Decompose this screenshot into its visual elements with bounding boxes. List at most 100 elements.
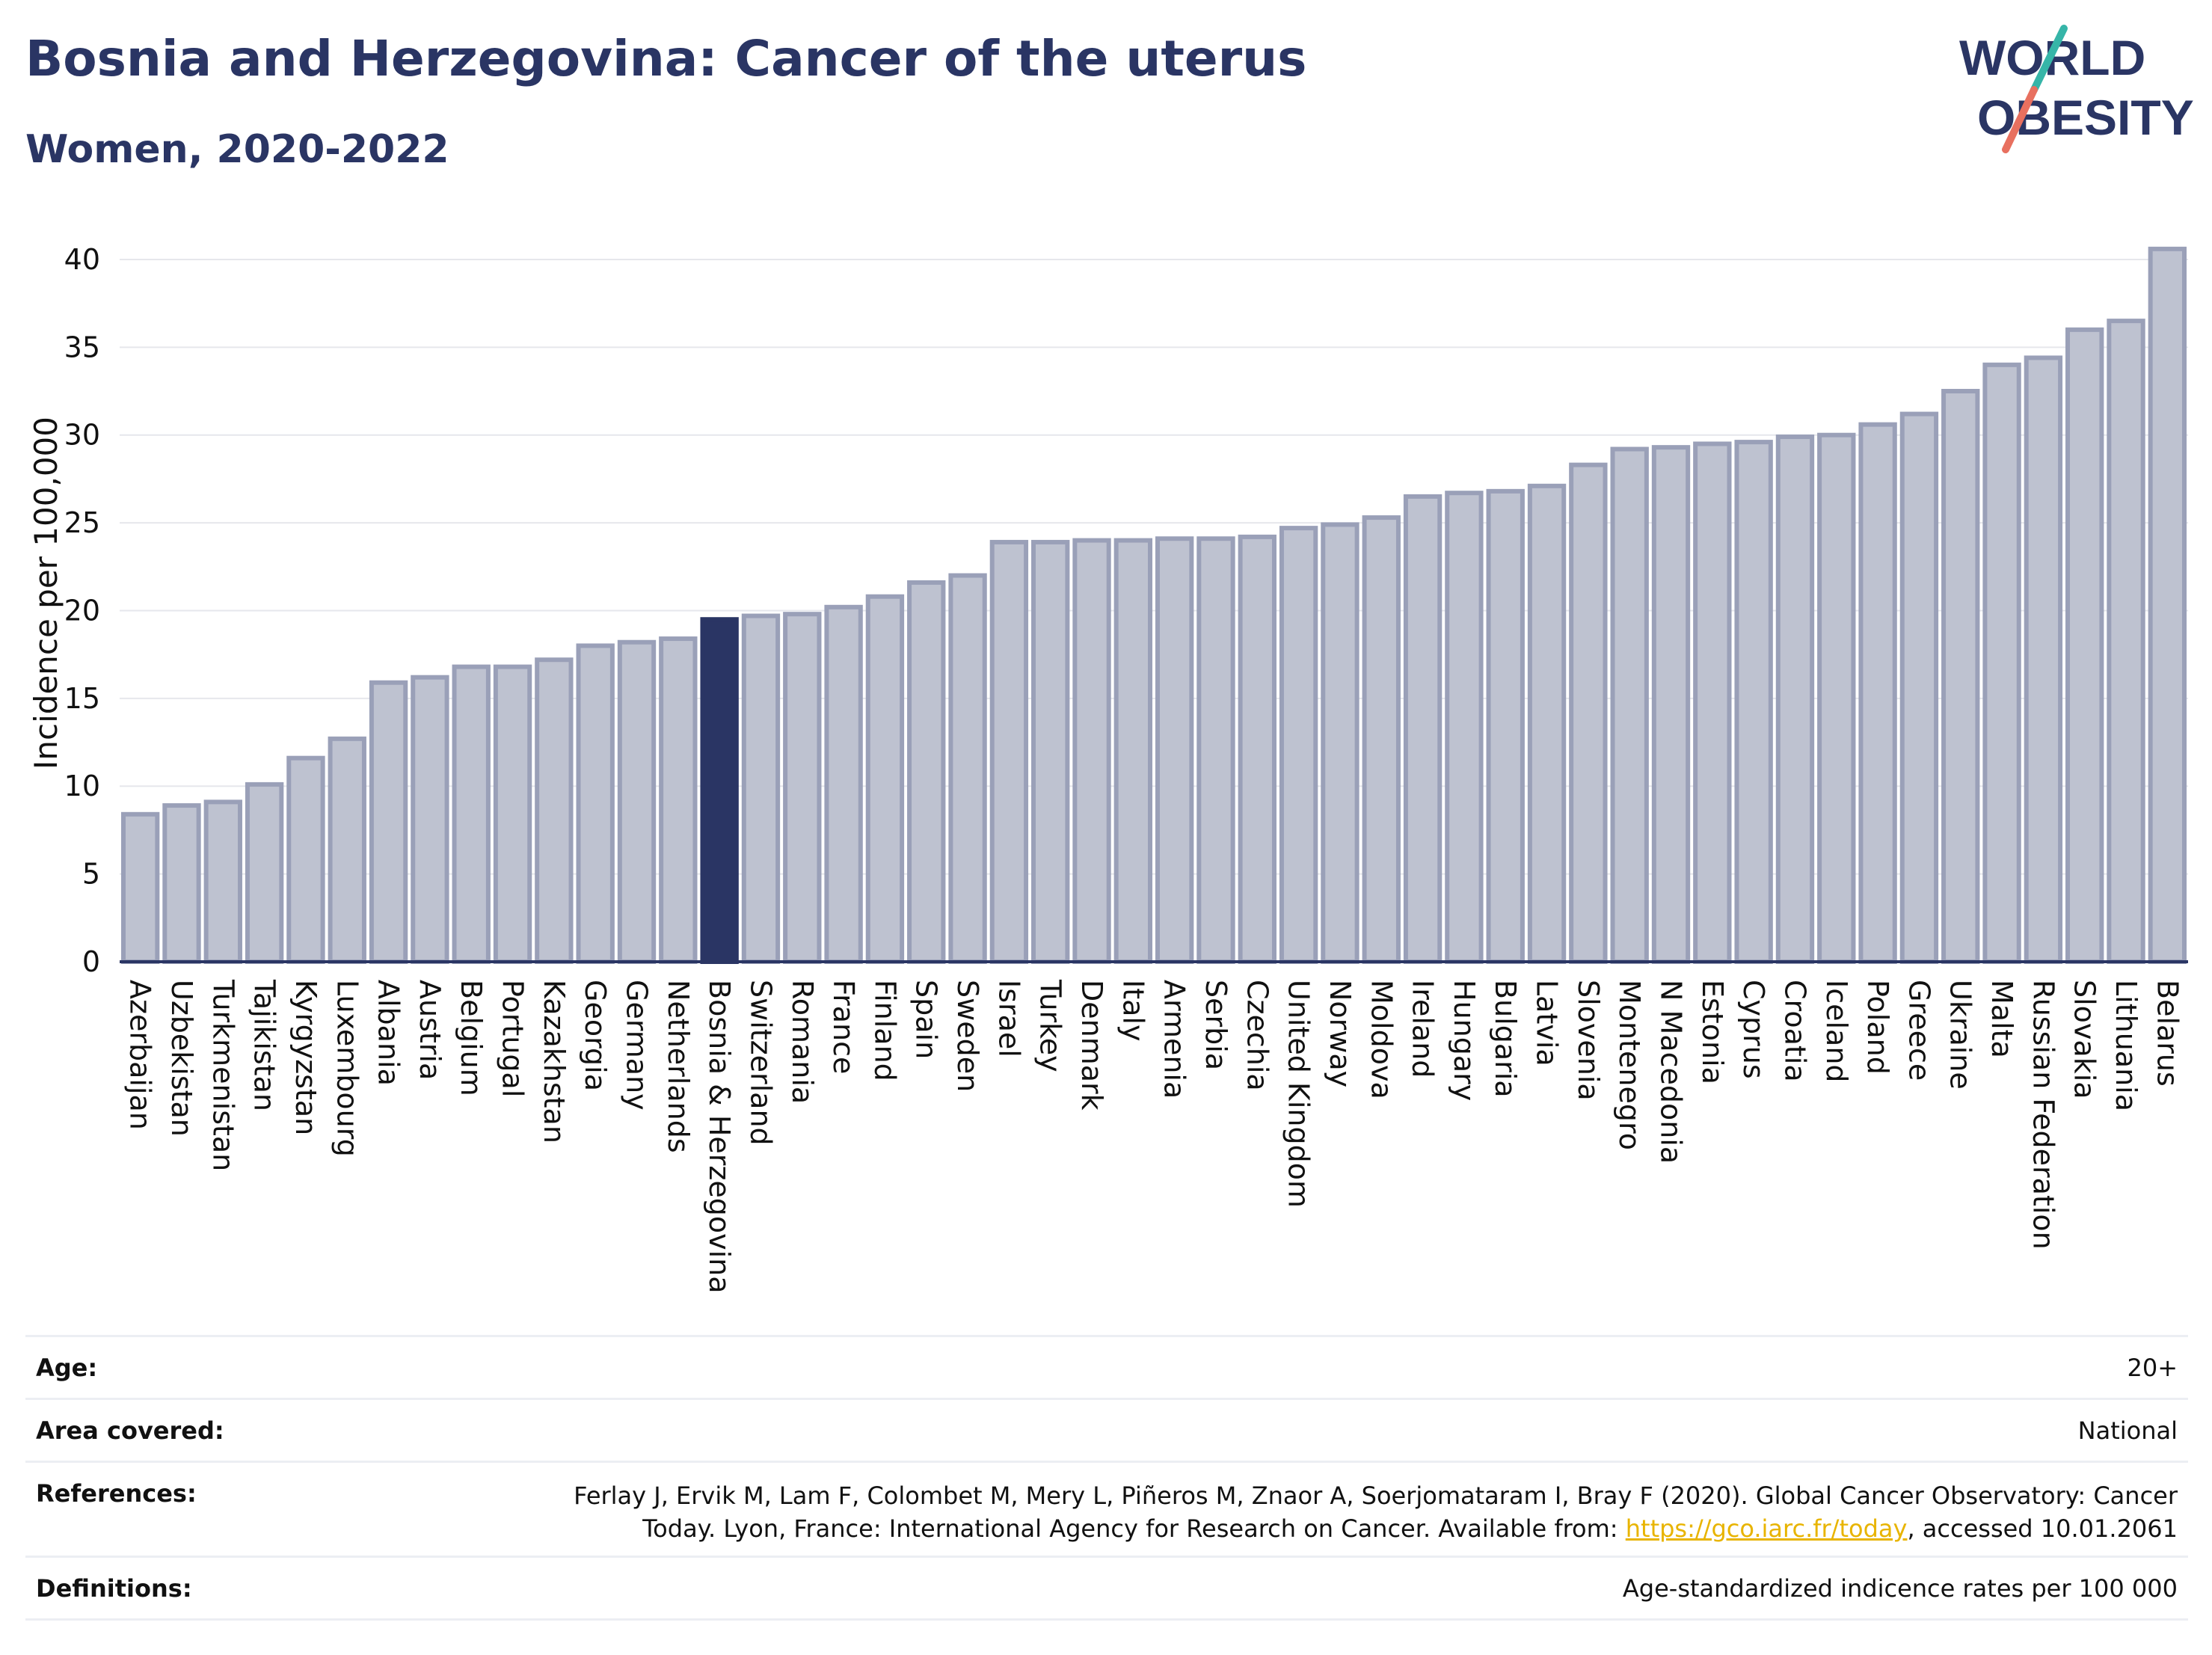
age-label: Age: [36, 1354, 98, 1382]
bar-luxembourg[interactable] [328, 736, 366, 964]
x-tick-label: Armenia [1158, 980, 1191, 1099]
bar-germany[interactable] [617, 639, 657, 964]
bar-turkmenistan[interactable] [203, 799, 242, 965]
y-axis-label: Incidence per 100,000 [28, 417, 64, 770]
bar-latvia[interactable] [1527, 483, 1567, 964]
bar-slovenia[interactable] [1569, 462, 1608, 964]
bar-finland[interactable] [865, 594, 905, 964]
bar-serbia[interactable] [1196, 536, 1235, 964]
x-tick-label: Serbia [1199, 980, 1232, 1070]
bar-netherlands[interactable] [659, 636, 698, 964]
bar-uzbekistan[interactable] [162, 803, 201, 964]
x-tick-label: Poland [1861, 980, 1894, 1075]
x-tick-label: France [827, 980, 860, 1074]
bar-bulgaria[interactable] [1486, 488, 1525, 964]
x-tick-label: Estonia [1696, 980, 1729, 1084]
x-tick-label: Russian Federation [2027, 980, 2059, 1250]
y-tick-label: 20 [64, 594, 100, 627]
bar-ireland[interactable] [1403, 494, 1443, 964]
x-tick-label: Cyprus [1737, 980, 1770, 1079]
references-label: References: [36, 1479, 197, 1508]
area-value: National [2077, 1416, 2178, 1445]
area-label: Area covered: [36, 1416, 224, 1445]
bar-belarus[interactable] [2148, 246, 2187, 965]
bar-kazakhstan[interactable] [535, 657, 574, 964]
x-tick-label: Malta [1985, 980, 2018, 1058]
bar-greece[interactable] [1899, 411, 1939, 964]
x-tick-label: Sweden [951, 980, 984, 1092]
bar-kyrgyzstan[interactable] [286, 755, 325, 965]
meta-row-age: Age: 20+ [25, 1337, 2188, 1400]
x-tick-label: Luxembourg [331, 980, 363, 1157]
bar-cyprus[interactable] [1734, 440, 1773, 964]
bar-romania[interactable] [783, 612, 822, 965]
world-obesity-logo: WORLD OBESITY [1959, 25, 2194, 153]
y-tick-label: 30 [64, 419, 100, 452]
bar-switzerland[interactable] [741, 613, 781, 964]
bar-poland[interactable] [1858, 422, 1897, 964]
x-tick-label: Kazakhstan [538, 980, 571, 1143]
y-tick-label: 0 [82, 945, 100, 978]
x-tick-label: United Kingdom [1282, 980, 1315, 1208]
y-tick-label: 35 [64, 331, 100, 363]
x-tick-label: Israel [992, 980, 1025, 1057]
bar-moldova[interactable] [1362, 515, 1401, 964]
references-line1: Ferlay J, Ervik M, Lam F, Colombet M, Me… [574, 1481, 2178, 1510]
x-tick-label: Netherlands [662, 980, 695, 1153]
x-tick-label: Norway [1324, 980, 1357, 1087]
bar-georgia[interactable] [576, 643, 615, 965]
bar-iceland[interactable] [1817, 432, 1856, 964]
bar-belgium[interactable] [452, 664, 491, 964]
y-tick-label: 40 [64, 243, 100, 276]
x-tick-label: Azerbaijan [124, 980, 157, 1130]
x-tick-label: Slovenia [1572, 980, 1605, 1101]
x-tick-label: Lithuania [2110, 980, 2142, 1111]
references-value: Ferlay J, Ervik M, Lam F, Colombet M, Me… [574, 1479, 2178, 1545]
references-link[interactable]: https://gco.iarc.fr/today [1625, 1514, 1908, 1543]
y-tick-label: 10 [64, 770, 100, 802]
references-line2-post: , accessed 10.01.2061 [1907, 1514, 2178, 1543]
bar-austria[interactable] [411, 675, 449, 965]
bar-slovakia[interactable] [2065, 327, 2104, 965]
meta-row-area: Area covered: National [25, 1400, 2188, 1463]
bar-denmark[interactable] [1072, 538, 1111, 964]
x-tick-label: Montenegro [1613, 980, 1646, 1150]
x-tick-label: Hungary [1448, 980, 1481, 1101]
x-tick-label: Austria [414, 980, 446, 1080]
bar-montenegro[interactable] [1610, 446, 1649, 964]
bar-estonia[interactable] [1693, 441, 1732, 964]
meta-row-definitions: Definitions: Age-standardized indicence … [25, 1558, 2188, 1621]
bar-albania[interactable] [369, 680, 408, 964]
bar-malta[interactable] [1982, 362, 2021, 964]
bar-united-kingdom[interactable] [1279, 526, 1318, 964]
bar-sweden[interactable] [948, 573, 987, 964]
bar-hungary[interactable] [1445, 491, 1484, 964]
x-tick-label: Greece [1902, 980, 1935, 1081]
bar-azerbaijan[interactable] [120, 811, 160, 965]
bar-france[interactable] [824, 604, 863, 964]
bar-croatia[interactable] [1775, 435, 1815, 964]
bar-ukraine[interactable] [1941, 389, 1980, 964]
bar-portugal[interactable] [493, 664, 532, 964]
bar-italy[interactable] [1113, 538, 1153, 964]
bar-spain[interactable] [907, 580, 946, 965]
x-tick-label: Uzbekistan [165, 980, 198, 1137]
bar-armenia[interactable] [1155, 536, 1194, 964]
x-tick-label: Belarus [2151, 980, 2184, 1087]
x-tick-label: Iceland [1820, 980, 1853, 1083]
metadata-table: Age: 20+ Area covered: National Referenc… [25, 1335, 2188, 1621]
bar-czechia[interactable] [1238, 534, 1276, 964]
bar-norway[interactable] [1321, 522, 1360, 964]
x-tick-label: Portugal [497, 980, 529, 1097]
x-tick-label: Romania [786, 980, 819, 1104]
bar-lithuania[interactable] [2107, 319, 2145, 965]
bar-israel[interactable] [989, 539, 1029, 964]
x-tick-label: Czechia [1241, 980, 1274, 1091]
x-tick-label: Bulgaria [1489, 980, 1522, 1098]
bar-turkey[interactable] [1031, 539, 1070, 964]
bar-bosnia-herzegovina[interactable] [700, 617, 739, 964]
bar-tajikistan[interactable] [245, 782, 284, 965]
x-tick-label: Bosnia & Herzegovina [703, 980, 736, 1294]
bar-russian-federation[interactable] [2024, 355, 2063, 964]
bar-n-macedonia[interactable] [1651, 445, 1691, 964]
